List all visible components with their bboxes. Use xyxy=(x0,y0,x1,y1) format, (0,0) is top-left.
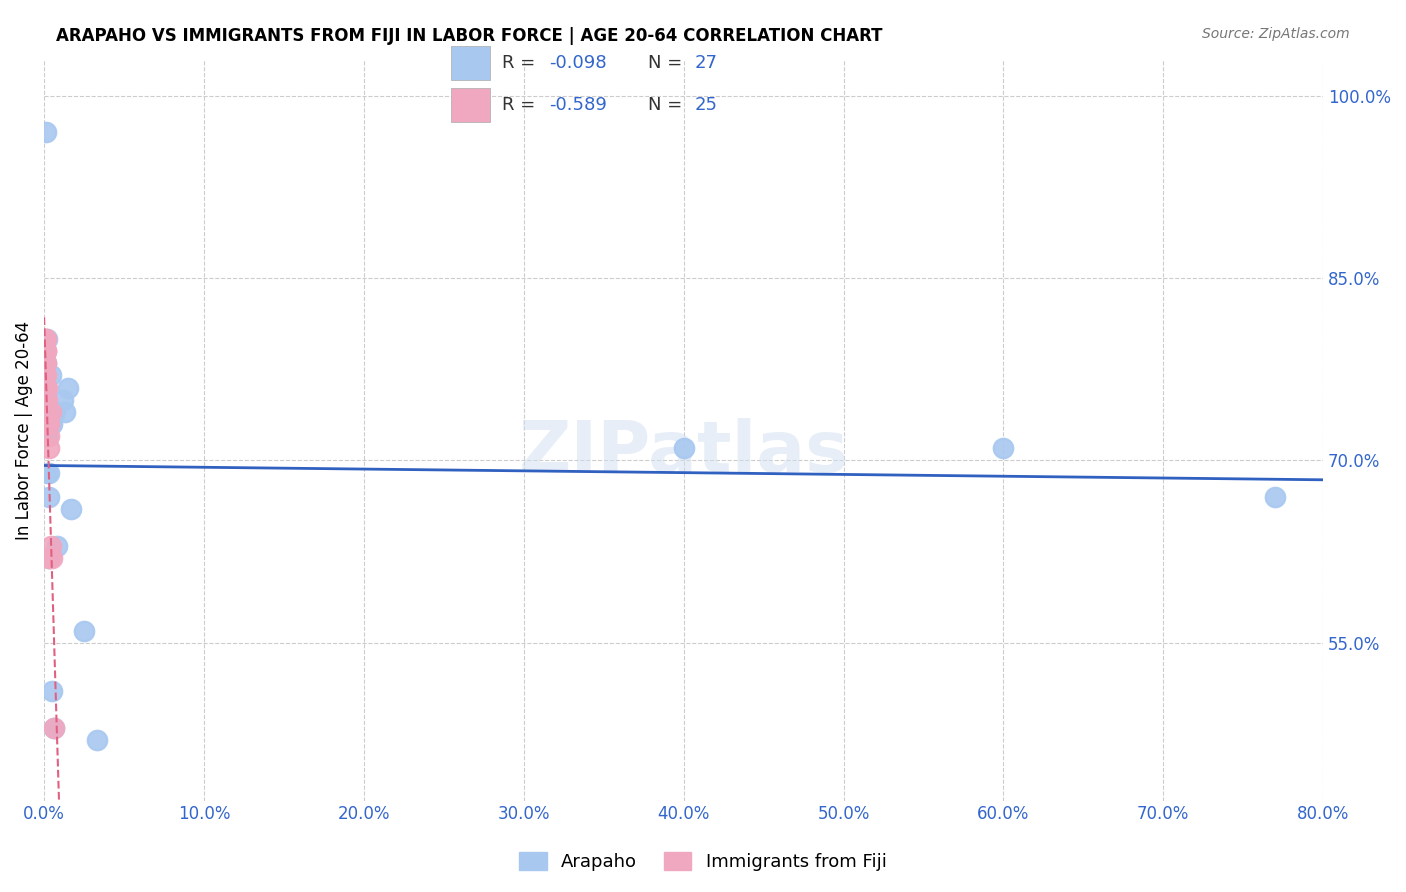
Point xyxy=(53,405,76,419)
Text: ARAPAHO VS IMMIGRANTS FROM FIJI IN LABOR FORCE | AGE 20-64 CORRELATION CHART: ARAPAHO VS IMMIGRANTS FROM FIJI IN LABOR… xyxy=(56,27,883,45)
Bar xyxy=(451,88,491,122)
Point xyxy=(35,332,58,346)
Point xyxy=(42,721,65,735)
Point xyxy=(60,502,83,516)
Point xyxy=(37,466,59,480)
Point xyxy=(42,721,65,735)
Point xyxy=(37,332,59,346)
Point xyxy=(39,405,62,419)
Point xyxy=(38,466,60,480)
Point xyxy=(38,429,60,443)
Point xyxy=(37,405,59,419)
Text: -0.589: -0.589 xyxy=(550,96,607,114)
Point xyxy=(35,405,58,419)
Point xyxy=(45,539,67,553)
Text: Source: ZipAtlas.com: Source: ZipAtlas.com xyxy=(1202,27,1350,41)
Point xyxy=(1264,490,1286,504)
Y-axis label: In Labor Force | Age 20-64: In Labor Force | Age 20-64 xyxy=(15,320,32,540)
Point xyxy=(34,356,56,370)
Point xyxy=(35,126,58,140)
Point xyxy=(41,550,63,565)
Point xyxy=(34,344,56,359)
Point xyxy=(38,442,60,456)
Point xyxy=(38,550,60,565)
Point xyxy=(35,392,58,407)
Point xyxy=(38,405,60,419)
Legend: Arapaho, Immigrants from Fiji: Arapaho, Immigrants from Fiji xyxy=(512,845,894,879)
Point xyxy=(38,550,60,565)
Point xyxy=(38,490,60,504)
Point xyxy=(44,405,66,419)
Text: 27: 27 xyxy=(695,54,718,72)
Point xyxy=(39,539,62,553)
Point xyxy=(37,381,59,395)
Point xyxy=(35,381,58,395)
Point xyxy=(37,429,59,443)
Point xyxy=(41,684,63,698)
Point xyxy=(56,381,79,395)
Text: R =: R = xyxy=(502,96,541,114)
Point xyxy=(672,442,695,456)
Text: N =: N = xyxy=(648,96,688,114)
Point xyxy=(37,417,59,431)
Point xyxy=(993,442,1015,456)
Text: ZIPatlas: ZIPatlas xyxy=(519,417,849,487)
Bar xyxy=(451,46,491,80)
Point xyxy=(37,392,59,407)
Point xyxy=(41,417,63,431)
Point xyxy=(34,332,56,346)
Point xyxy=(34,368,56,383)
Point xyxy=(35,344,58,359)
Point xyxy=(39,368,62,383)
Point xyxy=(35,381,58,395)
Point xyxy=(38,417,60,431)
Point xyxy=(35,344,58,359)
Text: 25: 25 xyxy=(695,96,718,114)
Point xyxy=(52,392,75,407)
Point xyxy=(39,417,62,431)
Point xyxy=(73,624,96,638)
Point xyxy=(35,405,58,419)
Point xyxy=(35,356,58,370)
Text: R =: R = xyxy=(502,54,541,72)
Point xyxy=(35,429,58,443)
Point xyxy=(86,732,108,747)
Text: -0.098: -0.098 xyxy=(550,54,607,72)
Point xyxy=(35,368,58,383)
Point xyxy=(35,356,58,370)
Text: N =: N = xyxy=(648,54,688,72)
